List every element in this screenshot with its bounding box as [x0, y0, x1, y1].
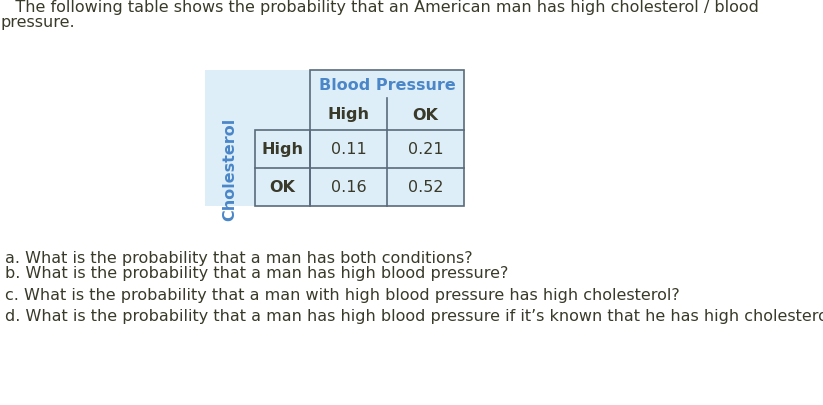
Text: OK: OK: [270, 180, 295, 195]
Text: 0.21: 0.21: [407, 142, 444, 157]
Text: OK: OK: [412, 107, 439, 122]
Text: 0.52: 0.52: [407, 180, 444, 195]
Text: pressure.: pressure.: [0, 15, 75, 30]
Text: Blood Pressure: Blood Pressure: [319, 77, 455, 92]
Text: High: High: [262, 142, 304, 157]
FancyBboxPatch shape: [205, 71, 464, 207]
Text: a. What is the probability that a man has both conditions?: a. What is the probability that a man ha…: [5, 250, 472, 265]
Text: Cholesterol: Cholesterol: [222, 117, 238, 220]
Text: c. What is the probability that a man with high blood pressure has high choleste: c. What is the probability that a man wi…: [5, 287, 680, 302]
Text: High: High: [328, 107, 370, 122]
Text: d. What is the probability that a man has high blood pressure if it’s known that: d. What is the probability that a man ha…: [5, 308, 823, 323]
Text: b. What is the probability that a man has high blood pressure?: b. What is the probability that a man ha…: [5, 265, 509, 280]
Text: 0.16: 0.16: [331, 180, 366, 195]
Text: 0.11: 0.11: [331, 142, 366, 157]
Text: The following table shows the probability that an American man has high choleste: The following table shows the probabilit…: [0, 0, 759, 15]
